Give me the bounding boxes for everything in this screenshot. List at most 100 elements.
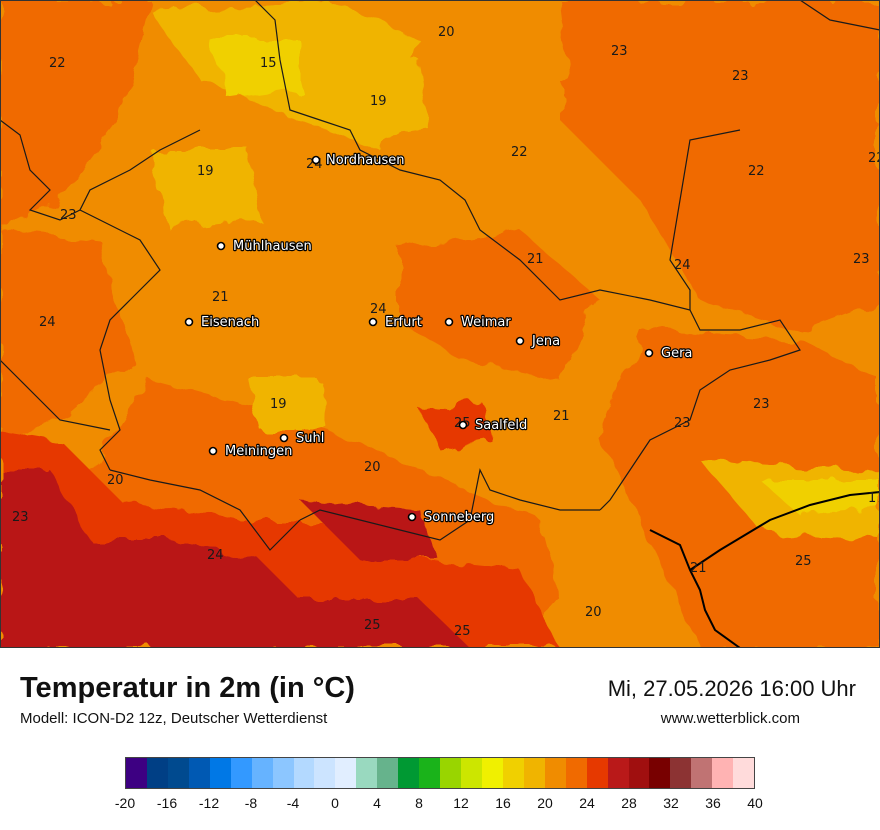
temp-label: 20: [364, 460, 381, 475]
city-weimar: Weimar: [444, 314, 513, 331]
color-scale-segment: [377, 758, 399, 788]
city-muehlhausen: Mühlhausen: [216, 238, 313, 255]
color-scale-segment: [146, 758, 168, 788]
city-label: Nordhausen: [326, 153, 405, 168]
color-scale-segment: [733, 758, 755, 788]
temp-label: 20: [107, 473, 124, 488]
temp-label: 24: [674, 258, 691, 273]
temp-label: 22: [868, 151, 880, 166]
city-meiningen: Meiningen: [208, 443, 294, 460]
forecast-datetime: Mi, 27.05.2026 16:00 Uhr: [607, 676, 856, 701]
city-label: Erfurt: [385, 315, 422, 330]
color-scale-segment: [523, 758, 545, 788]
city-erfurt: Erfurt: [368, 314, 423, 331]
city-suhl: Suhl: [279, 430, 326, 447]
city-markers: Nordhausen Mühlhausen Eisenach Erfurt We…: [184, 152, 694, 526]
city-saalfeld: Saalfeld: [458, 417, 528, 434]
color-scale-segment: [251, 758, 273, 788]
temp-label: 20: [438, 25, 455, 40]
color-scale-tick-label: 4: [373, 795, 381, 811]
temp-label: 19: [370, 94, 387, 109]
temperature-map: 20 23 23 22 15 19 22 22 22 24 19 23 21 2…: [0, 0, 880, 648]
temp-label: 24: [39, 315, 56, 330]
temp-label: 21: [212, 290, 229, 305]
color-scale-tick-label: 40: [747, 795, 763, 811]
color-scale-segment: [691, 758, 713, 788]
color-scale-tick-label: 0: [331, 795, 339, 811]
temp-label: 21: [527, 252, 544, 267]
color-scale-tick-label: 8: [415, 795, 423, 811]
city-label: Suhl: [296, 431, 324, 446]
website-link[interactable]: www.wetterblick.com: [660, 710, 800, 727]
color-scale-tick-label: -8: [244, 795, 258, 811]
temp-label: 21: [553, 409, 570, 424]
city-gera: Gera: [644, 345, 694, 362]
color-scale-tick-label: -20: [114, 795, 136, 811]
color-scale-segment: [649, 758, 671, 788]
color-scale-ticks: -20 -16 -12 -8 -4 0 4 8 12 16 20 24 28 32 36 40: [115, 795, 763, 813]
city-jena: Jena: [515, 333, 561, 350]
color-scale-segment: [398, 758, 420, 788]
color-scale-segment: [712, 758, 734, 788]
national-border: [649, 491, 880, 648]
color-scale-segment: [461, 758, 482, 788]
temp-label: 23: [12, 510, 29, 525]
color-scale-tick-label: 28: [621, 795, 637, 811]
temperature-labels: 20 23 23 22 15 19 22 22 22 24 19 23 21 2…: [12, 25, 880, 639]
model-source: Modell: ICON-D2 12z, Deutscher Wetterdie…: [20, 710, 328, 727]
city-label: Gera: [661, 346, 692, 361]
temp-label: 19: [197, 164, 214, 179]
color-scale-segment: [565, 758, 587, 788]
city-label: Weimar: [461, 315, 511, 330]
color-scale-tick-label: 32: [663, 795, 679, 811]
temp-label: 23: [611, 44, 628, 59]
city-eisenach: Eisenach: [184, 314, 260, 331]
color-scale-segment: [188, 758, 210, 788]
color-scale-segment: [544, 758, 566, 788]
color-scale-tick-label: -16: [156, 795, 178, 811]
city-label: Eisenach: [201, 315, 259, 330]
color-scale-tick-label: -4: [286, 795, 300, 811]
temp-label: 22: [49, 56, 66, 71]
color-scale-segment: [481, 758, 503, 788]
color-scale-segment: [167, 758, 189, 788]
color-scale-segment: [209, 758, 231, 788]
color-scale-segment: [126, 758, 147, 788]
temperature-field: [0, 0, 880, 648]
temp-label: 20: [585, 605, 602, 620]
color-scale-segment: [419, 758, 441, 788]
color-scale-segment: [230, 758, 252, 788]
temp-label: 25: [364, 618, 381, 633]
city-label: Meiningen: [225, 444, 292, 459]
color-scale-bar: [125, 757, 755, 789]
city-label: Jena: [531, 334, 560, 349]
temp-label: 21: [690, 561, 707, 576]
temp-label: 24: [207, 548, 224, 563]
temp-label: 23: [732, 69, 749, 84]
color-scale-segment: [314, 758, 336, 788]
temp-label: 23: [60, 208, 77, 223]
color-scale-segment: [628, 758, 650, 788]
city-label: Sonneberg: [424, 510, 494, 525]
city-nordhausen: Nordhausen: [311, 152, 406, 169]
map-title: Temperatur in 2m (in °C): [20, 672, 355, 704]
temp-label: 23: [753, 397, 770, 412]
temp-label: 23: [853, 252, 870, 267]
color-scale-tick-label: 16: [495, 795, 511, 811]
color-scale-segment: [293, 758, 315, 788]
temp-label: 22: [748, 164, 765, 179]
temp-label: 15: [260, 56, 277, 71]
temp-label: 25: [795, 554, 812, 569]
color-scale-segment: [586, 758, 608, 788]
temp-label: 25: [454, 624, 471, 639]
color-scale-segment: [356, 758, 378, 788]
color-scale-tick-label: 24: [579, 795, 595, 811]
color-scale-segment: [502, 758, 524, 788]
color-scale-tick-label: 12: [453, 795, 469, 811]
temp-label: 19: [270, 397, 287, 412]
city-sonneberg: Sonneberg: [407, 509, 496, 526]
state-borders: [0, 0, 880, 551]
color-scale-segment: [272, 758, 294, 788]
city-label: Saalfeld: [475, 418, 527, 433]
temp-label: 22: [511, 145, 528, 160]
